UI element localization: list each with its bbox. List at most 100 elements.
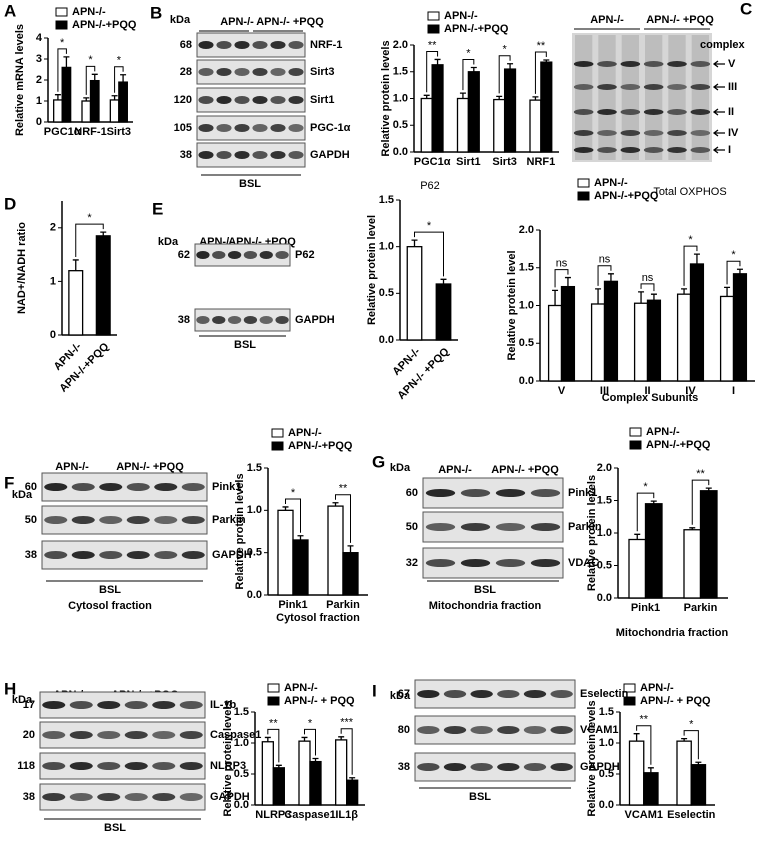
y-tick-label: 0 [36,116,42,128]
blot-band [126,483,150,491]
legend-label: APN-/- + PQQ [640,695,711,707]
bar [61,66,72,123]
error-bar [650,500,657,504]
significance-label: * [291,487,296,499]
bar [633,302,649,382]
kda-label: kDa [390,462,411,474]
bar [503,68,517,153]
error-bar [693,253,700,264]
blot-band [597,109,617,115]
blot-band [495,489,526,497]
blot-band [643,61,664,67]
blot-band [417,690,440,698]
blot-band [288,124,304,132]
protein-label: Parkin [568,521,602,533]
blot-band [234,96,250,104]
blot-band [234,41,250,49]
significance-label: * [308,717,313,729]
blot-strip [39,783,206,811]
error-bar [638,291,645,304]
protein-label: Pink1 [568,487,597,499]
blot-band [597,130,617,136]
blot-band [690,109,711,115]
blot-band [198,68,214,76]
significance-bracket [426,50,439,93]
protein-label: IL-1b [210,699,237,711]
x-tick-label: Parkin [684,602,718,614]
group-label: APN-/- [590,14,624,26]
blot-band [227,316,242,324]
y-axis-label: Relative mRNA levels [14,24,26,136]
legend-swatch [267,696,280,706]
y-axis-label: Relative protein levels [234,473,246,589]
error-bar [72,259,79,271]
blot-band [243,316,258,324]
molecular-weight: 60 [25,481,37,493]
fraction-label: Mitochondria fraction [429,600,542,612]
error-bar [647,767,654,773]
bar [689,263,705,382]
error-bar [411,239,418,247]
blot-band [216,96,232,104]
y-tick-label: 1.0 [247,504,262,516]
blot-band [270,41,286,49]
error-bar [100,231,107,236]
blot-band [275,316,289,324]
blot-band [216,124,232,132]
y-tick-label: 0 [50,329,56,341]
panel-letter: F [4,473,14,492]
kda-label: kDa [12,694,33,706]
bar [547,304,563,382]
blot-band [443,690,467,698]
molecular-weight: 38 [398,761,410,773]
molecular-weight: 20 [23,729,35,741]
legend-swatch [271,441,284,451]
significance-bracket [726,260,741,285]
error-bar [650,293,657,301]
protein-label: GAPDH [295,314,335,326]
group-label: APN-/- +PQQ [646,14,714,26]
y-tick-label: 0.0 [379,334,394,346]
blot-band [196,316,210,324]
blot-band [152,731,176,739]
error-bar [91,73,98,81]
x-tick-label: VCAM1 [624,809,663,821]
blot-band [252,41,268,49]
molecular-weight: 67 [398,688,410,700]
blot-band [497,763,520,771]
error-bar [470,66,477,72]
error-bar [332,502,339,507]
panel-letter: I [372,681,377,700]
x-tick-label: IL1β [335,809,358,821]
band-arrow [712,83,725,91]
blot-band [573,61,594,67]
bar [690,764,707,806]
significance-label: * [502,44,507,56]
molecular-weight: 60 [406,487,418,499]
error-bar [532,96,539,101]
significance-label: * [643,481,648,493]
blot-band [530,523,561,531]
significance-bracket [85,65,96,95]
significance-label: * [117,55,122,67]
blot-band [275,251,289,259]
blot-band [243,251,258,259]
protein-label: V [728,58,736,70]
legend-label: APN-/- [594,177,628,189]
y-tick-label: 2 [50,222,56,234]
y-tick-label: 1.0 [599,737,614,749]
molecular-weight: 38 [23,791,35,803]
blot-band [234,124,250,132]
molecular-weight: 80 [398,724,410,736]
y-tick-label: 0.5 [247,547,262,559]
legend-swatch [271,428,284,438]
legend-label: APN-/- [444,10,478,22]
y-tick-label: 1.5 [519,262,534,274]
bar [89,79,100,123]
legend-label: APN-/-+PQQ [72,19,137,31]
bar [346,779,359,806]
fraction-label: Cytosol fraction [68,600,152,612]
legend-label: APN-/- [284,682,318,694]
x-tick-label: NRF1 [527,156,556,168]
blot-band [530,489,561,497]
